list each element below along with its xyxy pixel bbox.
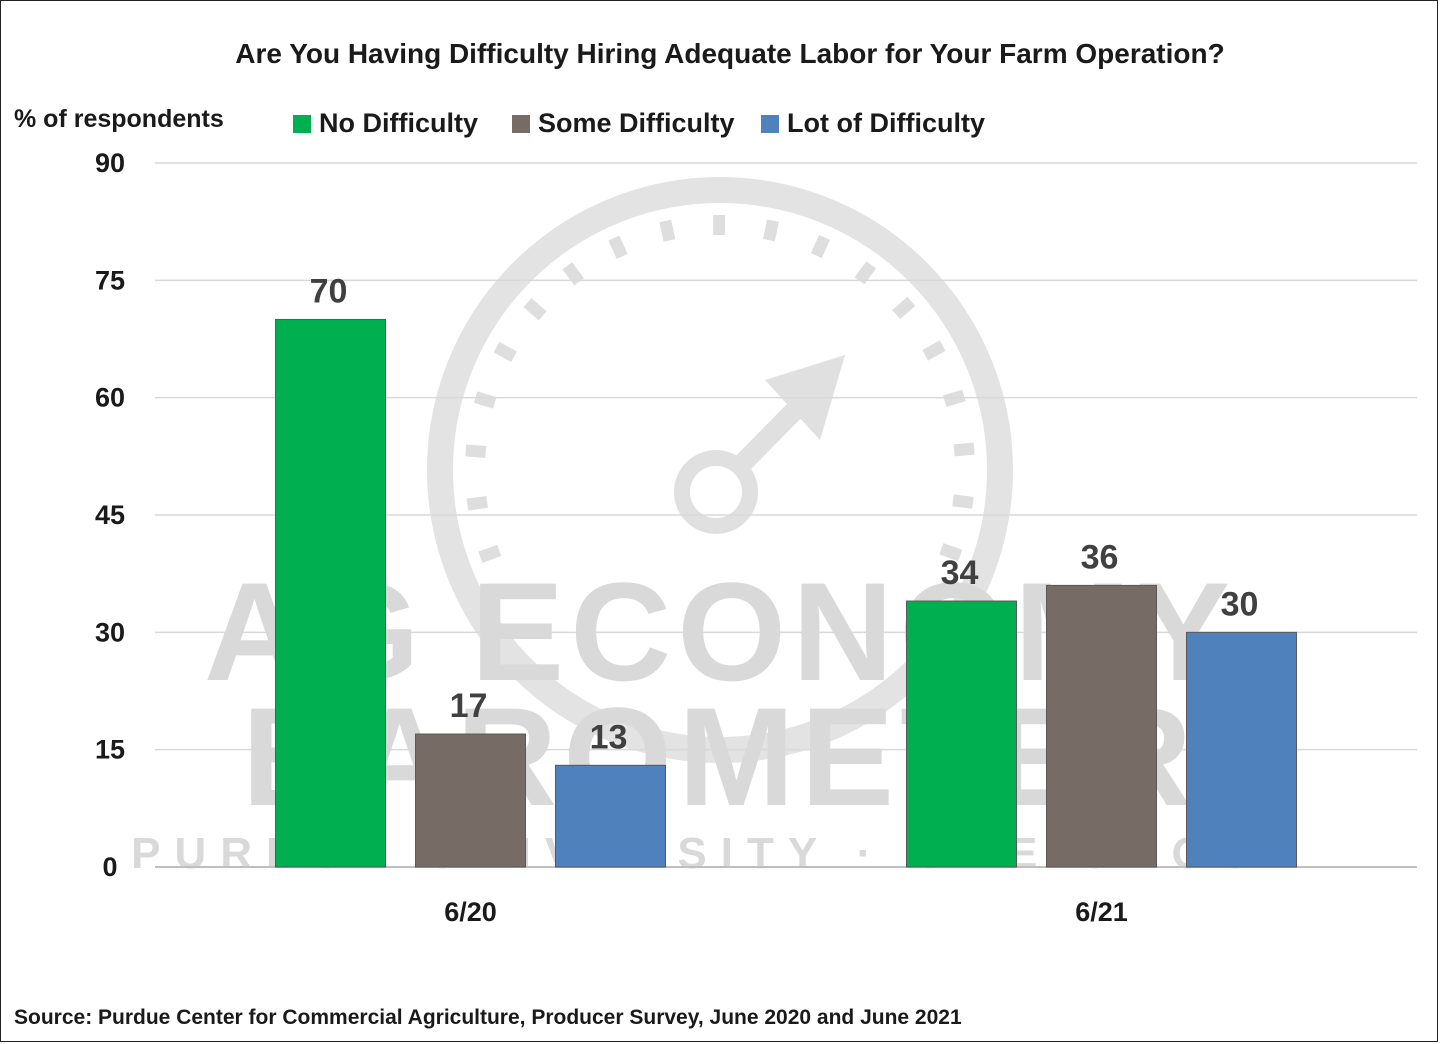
gauge-tick-mark <box>478 544 502 563</box>
legend-swatch <box>761 115 779 133</box>
bar <box>415 733 526 868</box>
y-tick-label: 0 <box>102 852 117 882</box>
gauge-tick-mark <box>854 261 877 285</box>
bar <box>1186 631 1297 868</box>
bar <box>275 318 386 868</box>
legend-swatch <box>293 115 311 133</box>
gauge-tick-mark <box>952 494 974 509</box>
data-label: 36 <box>1081 538 1119 576</box>
bars <box>275 318 1297 868</box>
y-tick-label: 90 <box>95 148 125 178</box>
gauge-hub-icon <box>674 450 758 534</box>
bar <box>906 600 1017 868</box>
gauge-tick-mark <box>608 235 628 259</box>
gauge-tick-mark <box>922 340 946 361</box>
watermark-line2: BAROMETER <box>242 678 1198 835</box>
y-tick-label: 15 <box>95 735 125 765</box>
data-label: 70 <box>310 272 348 310</box>
legend-label: Some Difficulty <box>538 108 735 138</box>
data-label: 13 <box>590 718 628 756</box>
gauge-needle-icon <box>728 397 808 478</box>
gauge-tick-mark <box>466 495 488 511</box>
gauge-tick-mark <box>762 219 779 242</box>
x-category-label: 6/21 <box>1075 897 1128 927</box>
y-axis-label: % of respondents <box>14 105 224 133</box>
x-category-label: 6/20 <box>444 897 497 927</box>
gauge-tick-mark <box>939 543 963 562</box>
gauge-tick-mark <box>659 219 676 242</box>
x-axis-categories: 6/20 6/21 <box>444 897 1128 927</box>
bar <box>555 764 666 868</box>
gauge-tick-mark <box>562 262 585 286</box>
y-tick-label: 45 <box>95 500 125 530</box>
y-axis-ticks: 0 15 30 45 60 75 90 <box>95 148 125 882</box>
gauge-tick-mark <box>810 234 831 259</box>
bar <box>1046 584 1157 868</box>
data-label: 34 <box>941 554 979 592</box>
y-tick-label: 60 <box>95 383 125 413</box>
y-tick-label: 75 <box>95 265 125 295</box>
data-labels: 70 17 13 34 36 30 <box>310 272 1259 756</box>
legend-label: No Difficulty <box>319 108 478 138</box>
chart-title: Are You Having Difficulty Hiring Adequat… <box>235 38 1224 69</box>
legend-swatch <box>512 115 530 133</box>
legend-label: Lot of Difficulty <box>787 108 985 138</box>
data-label: 30 <box>1221 585 1259 623</box>
gauge-tick-mark <box>953 442 975 457</box>
data-label: 17 <box>450 687 488 725</box>
gauge-tick-mark <box>493 341 517 363</box>
gauge-tick-mark <box>523 298 547 321</box>
gauge-tick-mark <box>465 444 487 458</box>
source-note: Source: Purdue Center for Commercial Agr… <box>14 1006 962 1029</box>
y-tick-label: 30 <box>95 617 125 647</box>
gauge-ticks-icon <box>465 214 975 563</box>
legend: No Difficulty Some Difficulty Lot of Diffi… <box>293 108 985 138</box>
gauge-tick-mark <box>892 296 916 320</box>
